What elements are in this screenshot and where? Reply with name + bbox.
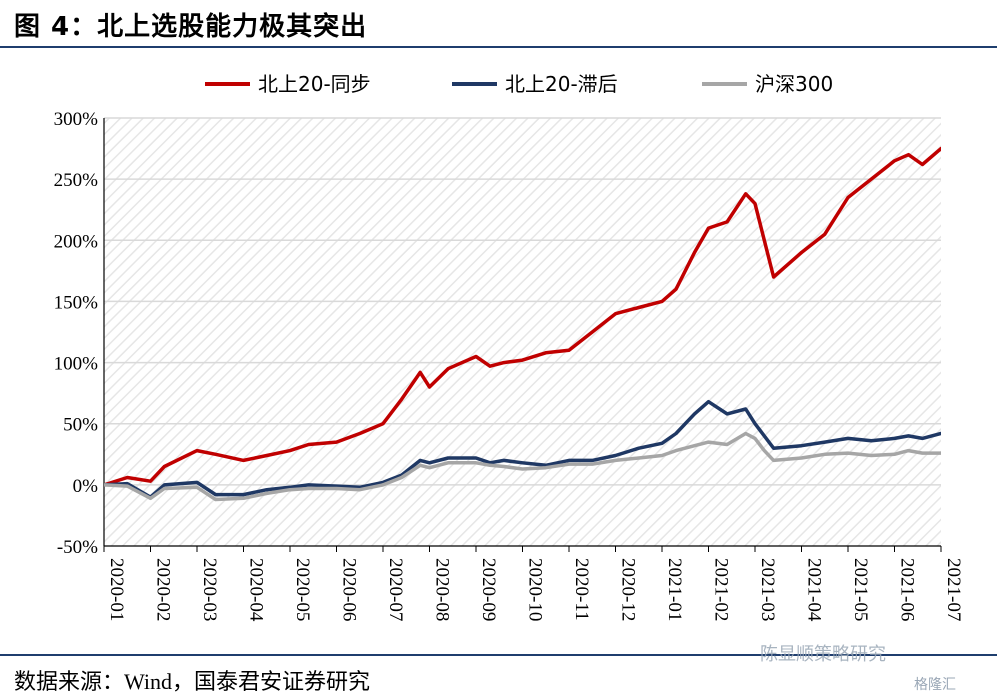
y-tick-label: 200%: [54, 231, 99, 252]
watermark-text: 陈显顺策略研究: [760, 644, 886, 665]
x-tick-label: 2021-05: [850, 558, 871, 621]
x-tick-label: 2021-02: [711, 558, 732, 621]
x-tick-label: 2020-04: [246, 558, 267, 622]
series-lines: [104, 146, 941, 502]
x-tick-label: 2020-06: [339, 558, 360, 621]
plot-background: [104, 118, 941, 546]
y-tick-label: -50%: [57, 537, 98, 558]
legend-label-3: 沪深300: [755, 72, 833, 96]
y-tick-labels: -50% 0% 50% 100% 150% 200% 250% 300%: [54, 109, 99, 558]
figure-title: 图 4：北上选股能力极其突出: [14, 12, 368, 42]
y-tick-label: 300%: [54, 109, 99, 130]
y-tick-label: 150%: [54, 292, 99, 313]
series-line-2: [104, 399, 941, 499]
x-tick-label: 2020-10: [525, 558, 546, 621]
y-tick-label: 0%: [73, 476, 99, 497]
x-tick-label: 2020-12: [618, 558, 639, 621]
legend-label-1: 北上20-同步: [258, 72, 371, 96]
y-tick-label: 50%: [63, 415, 98, 436]
legend: 北上20-同步 北上20-滞后 沪深300: [205, 72, 833, 96]
y-tick-label: 100%: [54, 354, 99, 375]
x-tick-label: 2020-11: [571, 558, 592, 621]
x-tick-label: 2021-03: [757, 558, 778, 621]
x-tick-label: 2020-01: [106, 558, 127, 621]
x-tick-label: 2020-02: [153, 558, 174, 621]
watermark-brand: 格隆汇: [914, 677, 956, 693]
legend-label-2: 北上20-滞后: [505, 72, 618, 96]
x-tick-label: 2020-05: [292, 558, 313, 621]
chart: -50%0%50%100%150%200%250%300% 2020-01 202…: [54, 72, 964, 622]
x-tick-label: 2020-07: [385, 558, 406, 621]
x-tick-labels: 2020-01 2020-02 2020-03 2020-04 2020-05 2020-…: [106, 558, 964, 622]
x-tick-label: 2021-01: [664, 558, 685, 621]
x-tick-label: 2021-06: [897, 558, 918, 621]
top-rule: [0, 46, 997, 48]
axes: [103, 118, 942, 552]
x-tick-label: 2020-08: [432, 558, 453, 621]
x-tick-label: 2020-03: [199, 558, 220, 621]
source-note: 数据来源：Wind，国泰君安证券研究: [14, 669, 370, 694]
gridlines: [104, 117, 941, 486]
y-tick-label: 250%: [54, 170, 99, 191]
bottom-rule: [0, 654, 997, 656]
x-tick-label: 2021-04: [804, 558, 825, 622]
x-tick-label: 2021-07: [943, 558, 964, 621]
series-line-3: [104, 431, 941, 502]
x-tick-label: 2020-09: [478, 558, 499, 621]
series-line-1: [104, 146, 941, 487]
